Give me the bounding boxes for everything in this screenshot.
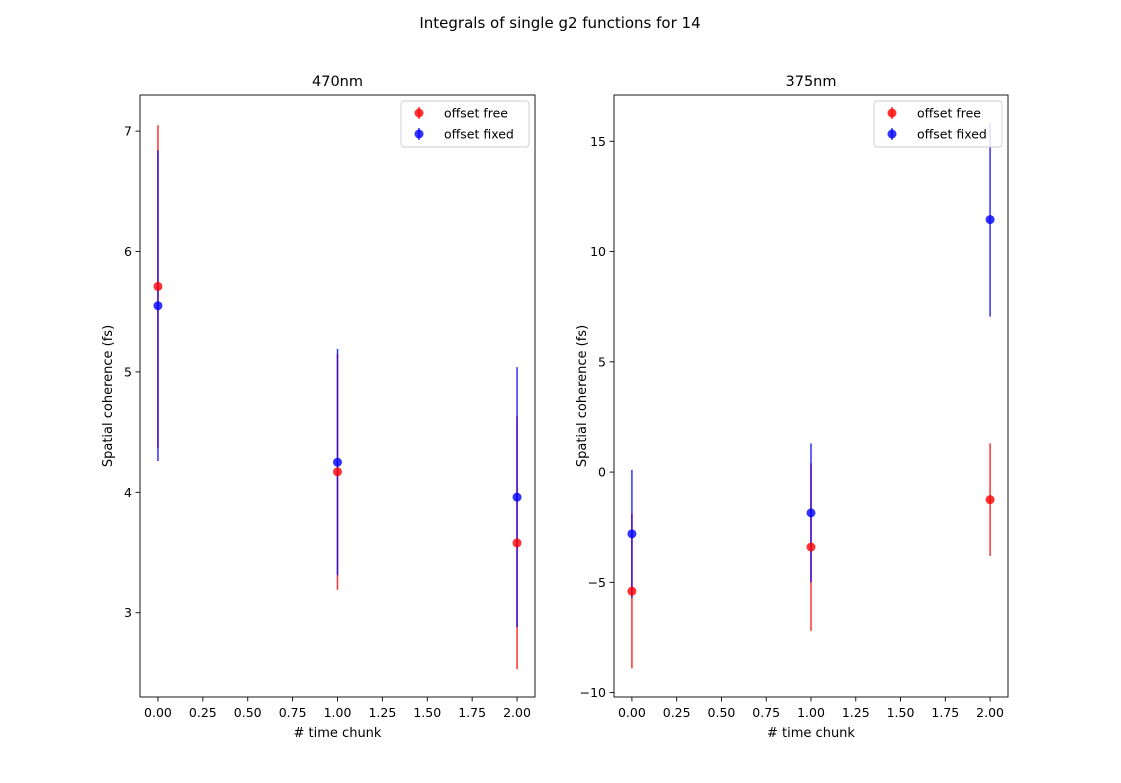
- data-point: [627, 586, 637, 596]
- legend-marker: [887, 108, 897, 118]
- data-point: [153, 281, 163, 291]
- x-tick-label: 1.25: [842, 705, 870, 720]
- subplot-title: 375nm: [786, 74, 837, 90]
- x-tick-label: 0.25: [663, 705, 691, 720]
- y-tick-label: 7: [124, 124, 132, 139]
- legend-marker: [887, 129, 897, 139]
- legend-entry: offset fixed: [917, 127, 987, 142]
- x-tick-label: 1.75: [458, 705, 486, 720]
- x-tick-label: 0.75: [752, 705, 780, 720]
- x-tick-label: 2.00: [976, 705, 1004, 720]
- data-point: [333, 457, 342, 467]
- data-point: [512, 492, 522, 502]
- legend-marker: [414, 108, 424, 118]
- y-tick-label: 4: [124, 485, 132, 500]
- legend-entry: offset free: [444, 106, 508, 121]
- x-tick-label: 1.00: [797, 705, 825, 720]
- x-tick-label: 0.00: [618, 705, 646, 720]
- subplot-title: 470nm: [312, 74, 363, 90]
- x-tick-label: 1.50: [413, 705, 441, 720]
- x-tick-label: 0.50: [708, 705, 736, 720]
- x-tick-label: 2.00: [503, 705, 531, 720]
- data-point: [512, 538, 522, 548]
- data-point: [985, 495, 995, 505]
- x-tick-label: 0.75: [279, 705, 307, 720]
- axes-frame: [139, 94, 536, 698]
- subplot-375nm: 375nm 0.00 0.25 0.50 0.75 1.00 1.25 1.50 1.75 2.0…: [575, 74, 1009, 741]
- x-tick-label: 1.00: [324, 705, 352, 720]
- data-point: [806, 542, 816, 552]
- x-axis-label: # time chunk: [294, 726, 382, 741]
- legend-marker: [414, 129, 424, 139]
- legend-entry: offset free: [917, 106, 981, 121]
- data-point: [985, 215, 995, 225]
- y-tick-label: −10: [580, 685, 606, 700]
- x-tick-label: 1.75: [931, 705, 959, 720]
- legend: [400, 100, 530, 148]
- y-tick-label: −5: [588, 575, 606, 590]
- y-tick-label: 5: [598, 354, 606, 369]
- legend: [873, 100, 1003, 148]
- data-point: [806, 508, 816, 518]
- x-tick-label: 0.25: [189, 705, 217, 720]
- y-tick-label: 15: [590, 134, 606, 149]
- x-tick-label: 0.50: [234, 705, 262, 720]
- figure-title: Integrals of single g2 functions for 14: [419, 14, 700, 32]
- y-axis-label: Spatial coherence (fs): [575, 325, 590, 467]
- data-point: [333, 467, 342, 477]
- subplot-470nm: 470nm 0.00 0.25 0.50 0.75 1.00 1.25 1.50 1.75 2.0…: [101, 74, 536, 741]
- data-point: [627, 529, 637, 539]
- x-tick-label: 1.50: [887, 705, 915, 720]
- y-axis-label: Spatial coherence (fs): [101, 325, 116, 467]
- legend-entry: offset fixed: [444, 127, 514, 142]
- x-axis-label: # time chunk: [767, 726, 855, 741]
- x-tick-label: 0.00: [144, 705, 172, 720]
- data-point: [153, 301, 163, 311]
- y-tick-label: 6: [124, 244, 132, 259]
- y-tick-label: 10: [590, 244, 606, 259]
- y-tick-label: 0: [598, 465, 606, 480]
- x-tick-label: 1.25: [368, 705, 396, 720]
- axes-frame: [613, 94, 1009, 698]
- y-tick-label: 3: [124, 605, 132, 620]
- y-tick-label: 5: [124, 364, 132, 379]
